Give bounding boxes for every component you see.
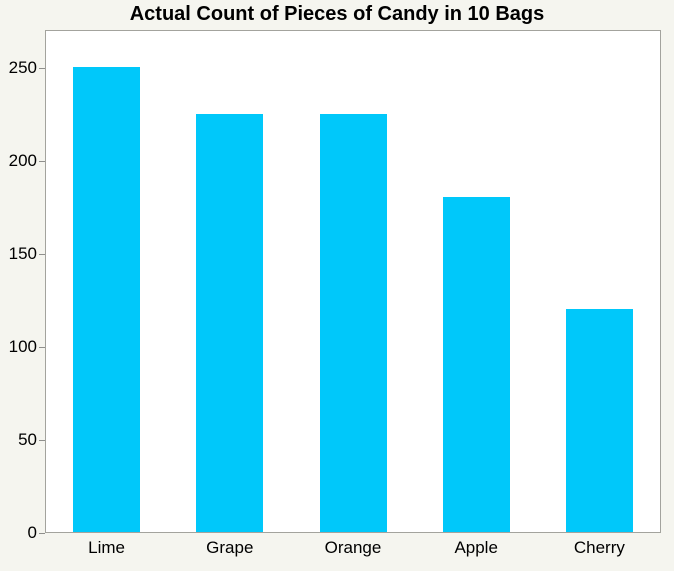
x-axis-label-grape: Grape bbox=[206, 538, 254, 557]
y-axis-tick-50 bbox=[39, 439, 45, 441]
bar-apple bbox=[442, 197, 510, 532]
bar-orange bbox=[319, 113, 387, 532]
x-axis-label-apple: Apple bbox=[454, 538, 498, 557]
y-axis-label-0: 0 bbox=[27, 523, 37, 542]
y-axis-tick-100 bbox=[39, 346, 45, 348]
bar-cherry bbox=[565, 308, 633, 532]
y-axis-label-100: 100 bbox=[8, 337, 37, 356]
x-axis-label-lime: Lime bbox=[88, 538, 126, 557]
x-axis-label-cherry: Cherry bbox=[573, 538, 625, 557]
y-axis-label-150: 150 bbox=[8, 244, 37, 263]
y-axis-tick-0 bbox=[39, 532, 45, 534]
y-axis-label-50: 50 bbox=[18, 430, 37, 449]
y-axis-tick-200 bbox=[39, 160, 45, 162]
bar-grape bbox=[196, 113, 264, 532]
y-axis-label-250: 250 bbox=[8, 58, 37, 77]
y-axis-tick-150 bbox=[39, 253, 45, 255]
y-axis-tick-250 bbox=[39, 67, 45, 69]
x-axis-label-orange: Orange bbox=[324, 538, 382, 557]
bar-lime bbox=[73, 67, 141, 532]
chart-title: Actual Count of Pieces of Candy in 10 Ba… bbox=[129, 3, 545, 25]
y-axis-label-200: 200 bbox=[8, 151, 37, 170]
